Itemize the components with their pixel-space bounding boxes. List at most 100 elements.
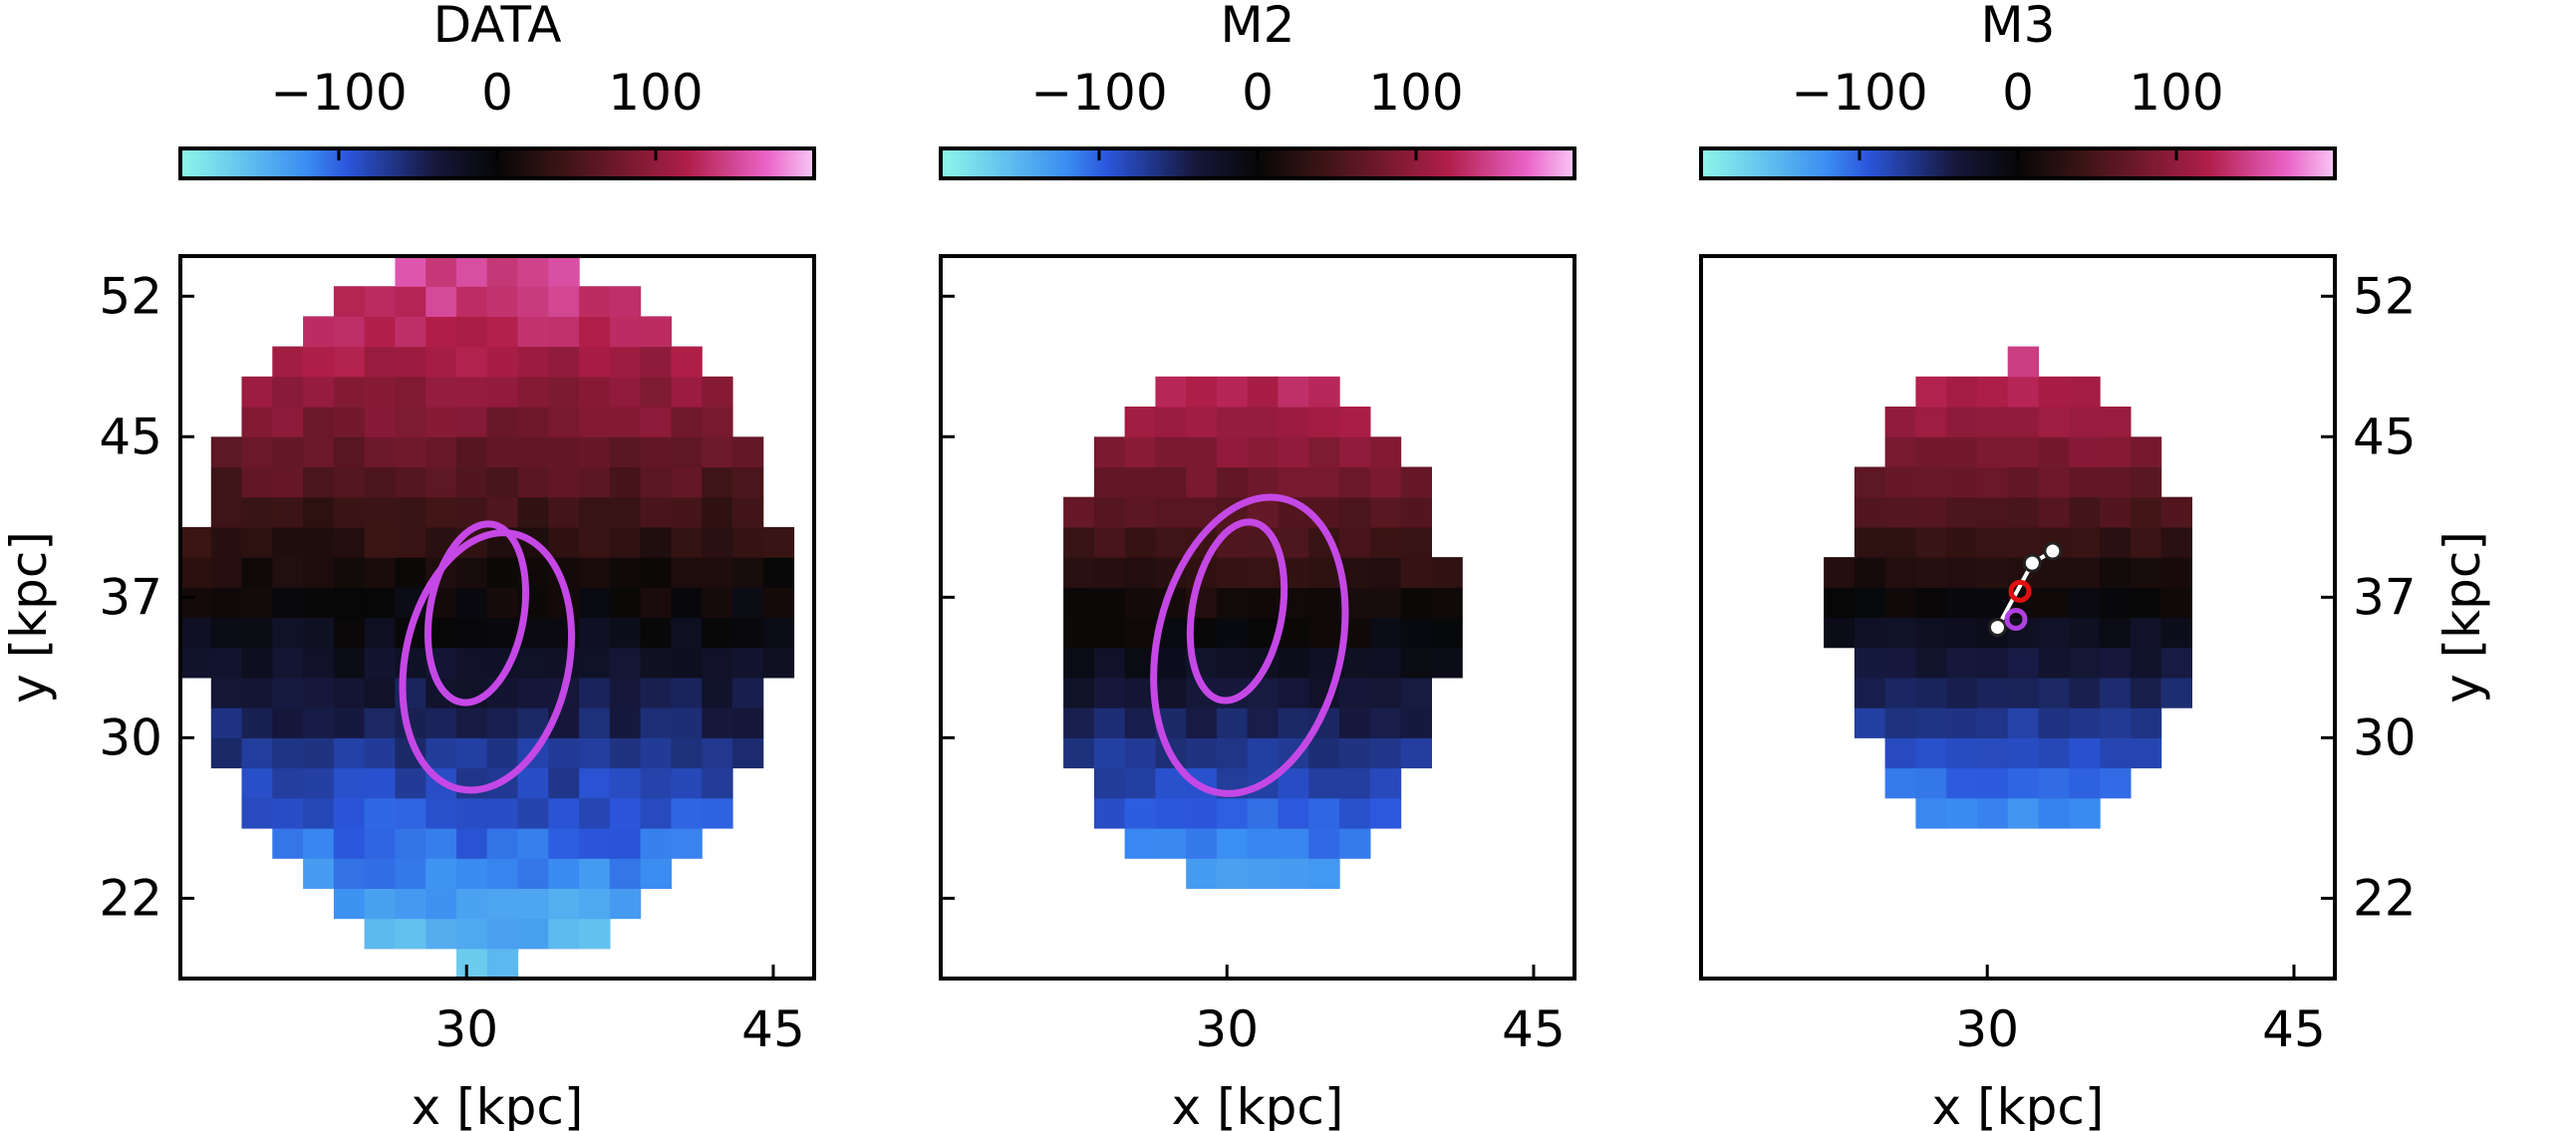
map-cell xyxy=(1369,737,1402,769)
map-cell xyxy=(517,466,549,498)
map-cell xyxy=(333,407,366,437)
map-cell xyxy=(1915,767,1947,799)
map-cell xyxy=(640,466,672,498)
map-cell xyxy=(702,767,733,799)
map-cell xyxy=(210,647,243,679)
map-cell xyxy=(1278,707,1309,738)
map-cell xyxy=(456,346,488,378)
panel-m3: M3 −100 0 100 30 45 22 30 37 45 52 x [kp… xyxy=(1699,0,2491,1131)
map-cell xyxy=(364,376,396,408)
map-cell xyxy=(1308,436,1340,468)
x-tick-label: 30 xyxy=(1195,1000,1259,1058)
map-cell xyxy=(1339,737,1371,769)
map-cell xyxy=(364,316,396,348)
map-cell xyxy=(303,436,335,468)
map-cell xyxy=(1946,647,1978,679)
map-cell xyxy=(364,407,396,437)
map-cell xyxy=(456,918,488,950)
map-cell xyxy=(548,376,580,408)
map-cell xyxy=(1186,737,1218,769)
map-cell xyxy=(517,407,549,437)
map-cell xyxy=(1124,496,1156,528)
y-axis-label: y [kpc] xyxy=(0,531,58,704)
map-cell xyxy=(1884,407,1916,437)
map-cell xyxy=(2160,557,2192,588)
map-cell xyxy=(548,828,580,859)
map-cell xyxy=(241,526,273,558)
map-cell xyxy=(671,496,703,528)
map-cell xyxy=(1977,737,2009,769)
path-marker-white xyxy=(2043,541,2063,561)
map-cell xyxy=(731,587,764,619)
map-cell xyxy=(609,858,642,889)
map-cell xyxy=(2130,526,2162,558)
map-cell xyxy=(1217,557,1249,588)
map-cell xyxy=(486,587,519,619)
map-cell xyxy=(333,617,366,649)
map-cell xyxy=(1278,858,1309,889)
map-cell xyxy=(2100,587,2132,619)
map-cell xyxy=(640,707,672,738)
map-cell xyxy=(364,767,396,799)
map-cell xyxy=(2100,677,2132,708)
map-cell xyxy=(2038,376,2070,408)
map-cell xyxy=(2038,677,2070,708)
map-cell xyxy=(731,647,764,679)
map-cell xyxy=(1308,376,1340,408)
map-cell xyxy=(640,858,672,889)
map-cell xyxy=(1915,737,1947,769)
map-cell xyxy=(210,526,243,558)
map-cell xyxy=(579,587,611,619)
map-cell xyxy=(1093,496,1126,528)
map-cell xyxy=(1884,557,1916,588)
map-cell xyxy=(1063,526,1095,558)
map-cell xyxy=(1308,797,1340,829)
map-cell xyxy=(579,828,611,859)
map-cell xyxy=(1339,407,1371,437)
map-cell xyxy=(2069,557,2101,588)
map-cell xyxy=(640,496,672,528)
map-cell xyxy=(702,647,733,679)
map-cell xyxy=(579,316,611,348)
map-cell xyxy=(333,858,366,889)
map-cell xyxy=(456,888,488,920)
map-cell xyxy=(1854,587,1886,619)
map-cell xyxy=(303,737,335,769)
map-cell xyxy=(1915,436,1947,468)
axes-frame xyxy=(1699,254,2337,981)
map-cell xyxy=(426,496,457,528)
map-cell xyxy=(1431,647,1463,679)
colorbar xyxy=(1699,146,2337,180)
map-cell xyxy=(241,707,273,738)
map-cell xyxy=(486,376,519,408)
map-cell xyxy=(2100,767,2132,799)
map-cell xyxy=(364,677,396,708)
map-cell xyxy=(1124,828,1156,859)
map-cell xyxy=(272,828,304,859)
map-cell xyxy=(1339,677,1371,708)
map-cell xyxy=(1308,737,1340,769)
map-cell xyxy=(1247,828,1280,859)
map-cell xyxy=(1308,407,1340,437)
map-cell xyxy=(1339,828,1371,859)
map-cell xyxy=(456,286,488,317)
map-cell xyxy=(303,496,335,528)
map-cell xyxy=(180,617,212,649)
map-cell xyxy=(426,737,457,769)
map-cell xyxy=(1247,466,1280,498)
map-cell xyxy=(702,557,733,588)
map-cell xyxy=(1217,858,1249,889)
map-cell xyxy=(1884,617,1916,649)
map-cell xyxy=(1247,436,1280,468)
map-cell xyxy=(272,767,304,799)
map-cell xyxy=(762,617,795,649)
map-cell xyxy=(579,346,611,378)
map-cell xyxy=(671,436,703,468)
map-cell xyxy=(333,587,366,619)
axes xyxy=(1699,254,2337,981)
map-cell xyxy=(1946,797,1978,829)
map-cell xyxy=(486,948,519,980)
map-cell xyxy=(1977,436,2009,468)
map-cell xyxy=(1155,496,1187,528)
map-cell xyxy=(2160,617,2192,649)
